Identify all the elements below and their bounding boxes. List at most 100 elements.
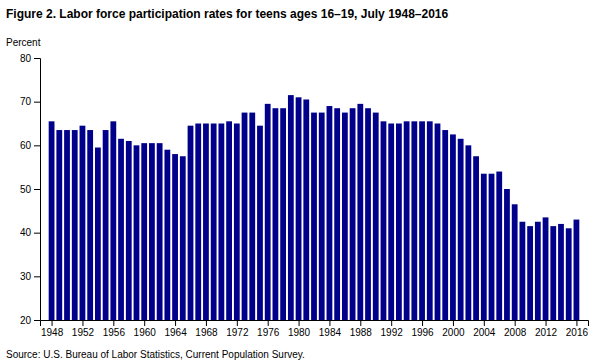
bar <box>496 172 502 320</box>
x-tick-mark <box>484 320 485 326</box>
bar <box>427 121 433 320</box>
y-tick-mark <box>34 102 40 103</box>
y-tick-mark <box>34 58 40 59</box>
x-tick-label: 1988 <box>350 327 373 338</box>
bar <box>373 113 379 320</box>
bar <box>126 141 132 320</box>
x-tick-mark <box>237 320 238 326</box>
x-tick-mark <box>299 320 300 326</box>
x-tick: 1984 <box>319 320 342 338</box>
bar <box>211 124 217 321</box>
bar <box>134 145 140 320</box>
bar <box>381 121 387 320</box>
chart: Figure 2. Labor force participation rate… <box>0 0 604 364</box>
x-tick-mark <box>546 320 547 326</box>
y-tick-label: 60 <box>20 140 32 151</box>
x-tick-label: 2016 <box>566 327 589 338</box>
bar <box>72 130 78 320</box>
x-tick: 2000 <box>442 320 465 338</box>
x-tick-label: 1976 <box>257 327 280 338</box>
x-tick-mark <box>453 320 454 326</box>
bar <box>234 124 240 321</box>
y-tick-label: 80 <box>20 53 32 64</box>
bar <box>257 126 263 320</box>
x-tick-label: 1960 <box>134 327 157 338</box>
bar <box>458 139 464 320</box>
x-tick: 2008 <box>504 320 527 338</box>
bar <box>527 226 533 320</box>
bar <box>80 126 86 320</box>
x-tick: 1988 <box>350 320 373 338</box>
x-tick-label: 1980 <box>288 327 311 338</box>
y-tick-mark <box>34 233 40 234</box>
bar <box>265 104 271 320</box>
bar <box>442 130 448 320</box>
bar <box>273 108 279 320</box>
bar <box>149 143 155 320</box>
bar <box>118 139 124 320</box>
x-tick-label: 2008 <box>504 327 527 338</box>
bar <box>180 156 186 320</box>
bar <box>87 130 93 320</box>
x-tick: 2012 <box>535 320 558 338</box>
bar <box>342 113 348 320</box>
bar <box>566 228 572 320</box>
bar <box>296 97 302 320</box>
bar <box>164 150 170 320</box>
x-tick-mark <box>206 320 207 326</box>
bar <box>172 154 178 320</box>
bar <box>288 95 294 320</box>
x-tick-label: 1948 <box>41 327 64 338</box>
x-tick-label: 1972 <box>226 327 249 338</box>
bar <box>195 124 201 321</box>
bar <box>141 143 147 320</box>
bar <box>520 222 526 320</box>
bar <box>64 130 70 320</box>
title: Figure 2. Labor force participation rate… <box>6 7 449 21</box>
y-tick-label: 40 <box>20 227 32 238</box>
bar <box>365 108 371 320</box>
bar <box>327 106 333 320</box>
x-tick-mark <box>360 320 361 326</box>
bar <box>558 224 564 320</box>
x-tick: 1964 <box>164 320 187 338</box>
bar <box>411 121 417 320</box>
x-tick-label: 1956 <box>103 327 126 338</box>
y-tick-mark <box>34 276 40 277</box>
bar <box>249 113 255 320</box>
bar <box>103 130 109 320</box>
bar <box>550 226 556 320</box>
y-tick-mark <box>34 145 40 146</box>
x-tick-mark <box>515 320 516 326</box>
bar <box>242 113 248 320</box>
x-tick-label: 1984 <box>319 327 342 338</box>
bar <box>319 113 325 320</box>
x-tick-mark <box>113 320 114 326</box>
y-tick-label: 30 <box>20 271 32 282</box>
bars <box>49 95 580 320</box>
x-tick: 1968 <box>195 320 218 338</box>
x-axis: 1948195219561960196419681972197619801984… <box>41 320 589 338</box>
y-tick: 50 <box>20 184 40 195</box>
x-tick: 1980 <box>288 320 311 338</box>
y-tick-mark <box>34 189 40 190</box>
x-tick: 2004 <box>473 320 496 338</box>
x-axis-line <box>41 321 589 327</box>
bar <box>512 204 518 320</box>
x-tick-mark <box>175 320 176 326</box>
bar <box>543 217 549 320</box>
y-tick: 40 <box>20 227 40 238</box>
bar <box>218 124 224 321</box>
bar <box>574 220 580 320</box>
bar <box>49 121 55 320</box>
bar <box>357 104 363 320</box>
x-tick-label: 1968 <box>195 327 218 338</box>
y-tick: 30 <box>20 271 40 282</box>
bar <box>535 222 541 320</box>
bar <box>303 99 309 320</box>
x-tick-label: 2012 <box>535 327 558 338</box>
x-tick: 1956 <box>103 320 126 338</box>
x-tick-label: 1992 <box>381 327 404 338</box>
bar <box>404 121 410 320</box>
bar <box>435 124 441 321</box>
